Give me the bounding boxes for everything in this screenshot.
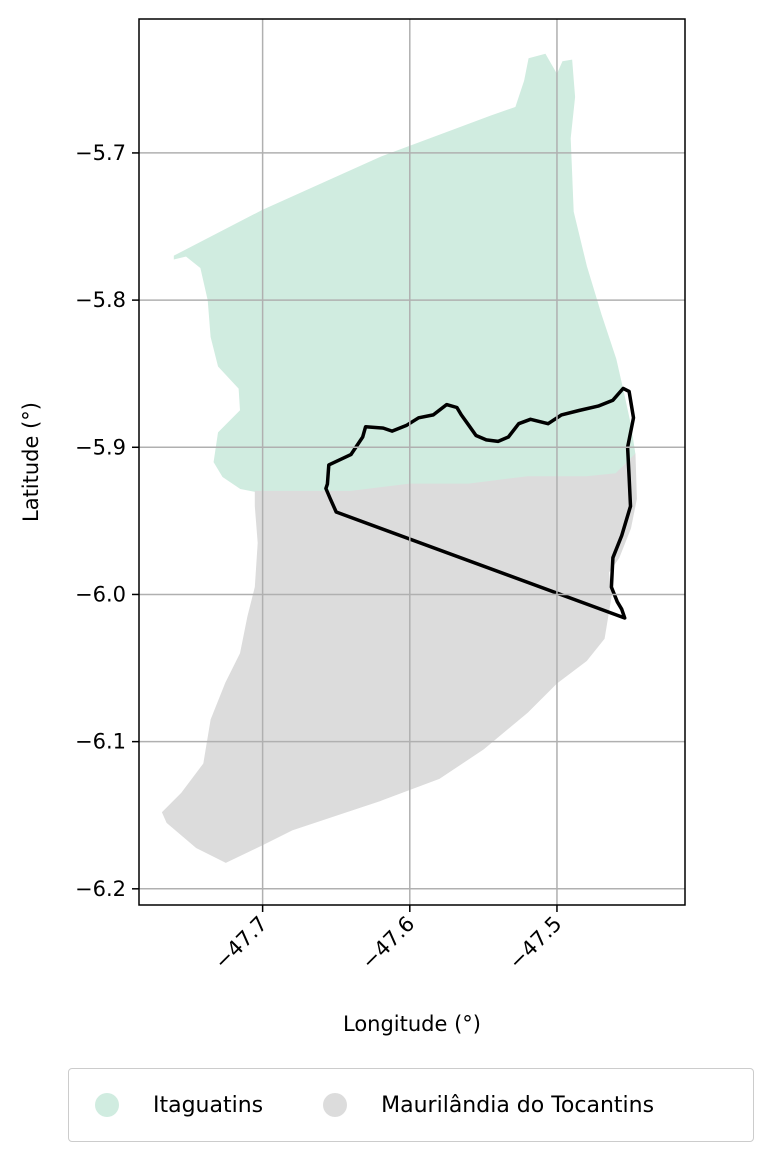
y-tick-label: −5.7 [75,141,126,165]
x-axis-label: Longitude (°) [343,1012,481,1036]
x-tick-label: −47.6 [357,912,419,974]
legend-marker-itaguatins [95,1093,119,1117]
outline-layer [324,386,636,620]
x-tick-label: −47.7 [210,912,272,974]
legend-marker-maurilandia [323,1093,348,1117]
legend-label-maurilandia: Maurilândia do Tocantins [381,1092,655,1118]
highlighted-boundary [324,386,636,620]
regions-layer [161,53,637,863]
map-plot: −5.7−5.8−5.9−6.0−6.1−6.2−47.7 −47.6 −47.5 … [19,18,686,1036]
region-maurilandia [161,453,637,863]
legend-item-maurilandia: Maurilândia do Tocantins [323,1069,654,1141]
y-tick-label: −5.9 [75,435,126,459]
plot-frame [138,18,686,906]
grid-layer [139,19,685,905]
y-axis-label: Latitude (°) [19,402,43,522]
legend-label-itaguatins: Itaguatins [153,1092,264,1118]
legend: Itaguatins Maurilândia do Tocantins [68,1068,754,1142]
y-tick-label: −6.0 [75,582,126,606]
x-tick-label: −47.5 [504,912,566,974]
legend-item-itaguatins: Itaguatins [95,1069,263,1141]
y-tick-label: −5.8 [75,288,126,312]
y-tick-label: −6.2 [75,877,126,901]
y-tick-label: −6.1 [75,730,126,754]
